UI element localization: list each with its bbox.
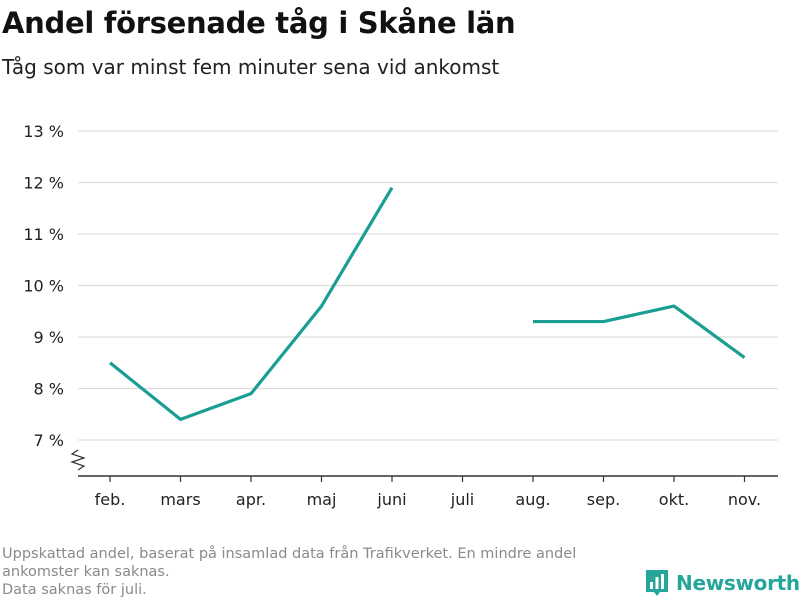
y-tick-label: 13 % (23, 122, 64, 141)
brand-name: Newsworthy (676, 571, 800, 595)
x-axis: feb. mars apr. maj juni juli aug. sep. okt. nov. (78, 475, 778, 509)
footnote-line-missing: Data saknas för juli. (2, 582, 147, 598)
series-line-segment (533, 304, 746, 359)
y-tick-label: 10 % (23, 277, 64, 296)
y-tick-label: 8 % (34, 380, 64, 399)
gridlines (78, 130, 778, 441)
x-tick-label: feb. (95, 490, 126, 509)
bar-chart-icon (646, 570, 668, 596)
x-tick-label: juni (376, 490, 406, 509)
x-tick-label: mars (160, 490, 200, 509)
y-tick-label: 12 % (23, 174, 64, 193)
axis-break-icon (70, 449, 86, 471)
chart-title: Andel försenade tåg i Skåne län (2, 6, 516, 40)
x-tick-label: sep. (587, 490, 620, 509)
x-tick-label: apr. (236, 490, 266, 509)
series-lines (108, 186, 746, 421)
x-tick-label: nov. (728, 490, 761, 509)
x-tick-label: juli (450, 490, 474, 509)
footnote-line-source: Uppskattad andel, baserat på insamlad da… (2, 546, 577, 580)
x-tick-label: maj (307, 490, 337, 509)
newsworthy-logo: Newsworthy (644, 568, 800, 598)
footnote: Uppskattad andel, baserat på insamlad da… (2, 545, 632, 599)
y-axis: 7 % 8 % 9 % 10 % 11 % 12 % 13 % (23, 122, 86, 471)
x-tick-label: okt. (659, 490, 689, 509)
y-tick-label: 9 % (34, 328, 64, 347)
series-line-segment (108, 186, 394, 421)
chart-subtitle: Tåg som var minst fem minuter sena vid a… (2, 55, 500, 79)
x-tick-label: aug. (515, 490, 550, 509)
y-tick-label: 11 % (23, 225, 64, 244)
y-tick-label: 7 % (34, 431, 64, 450)
line-chart: 7 % 8 % 9 % 10 % 11 % 12 % 13 % feb. mars apr. ma… (23, 122, 778, 509)
